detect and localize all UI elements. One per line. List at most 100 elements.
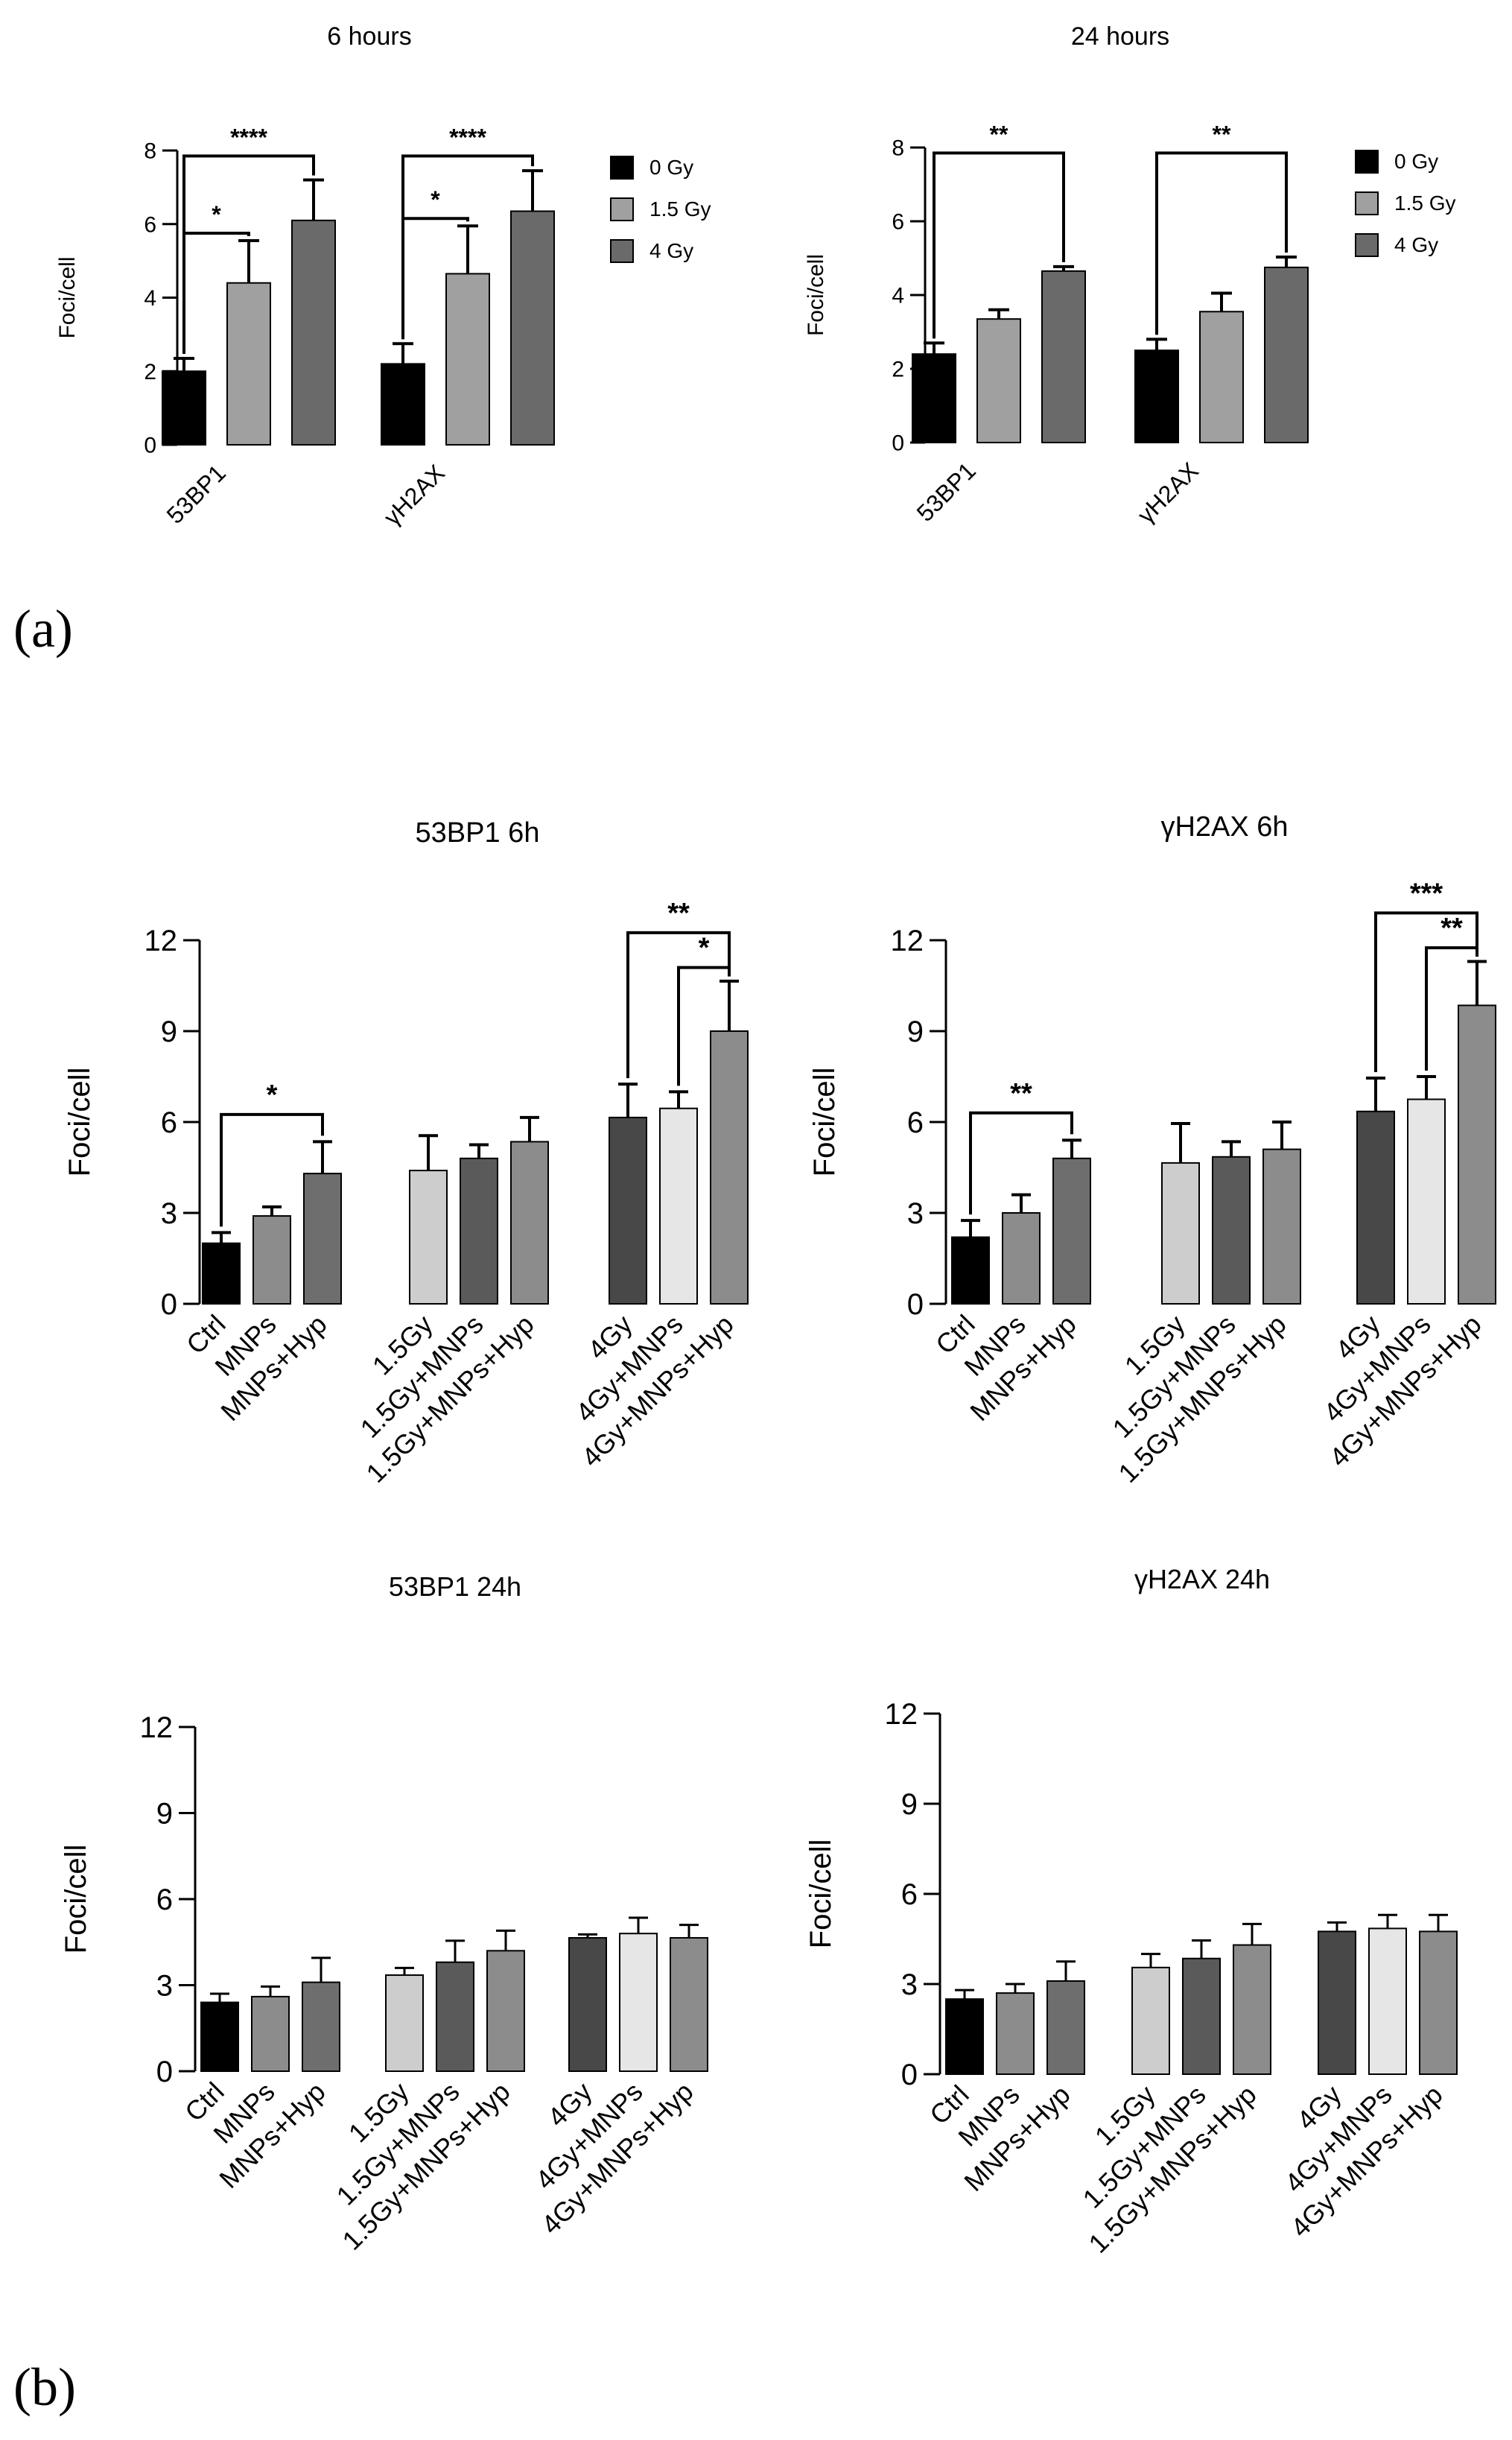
significance-bracket [626, 931, 731, 1079]
x-tick-label: 53BP1 [162, 459, 231, 528]
bar-4gy-mnps-hyp [710, 1030, 749, 1305]
bar-1-5gy-mnps [1212, 1156, 1251, 1305]
bar-4gy-mnps-hyp [1458, 1004, 1496, 1305]
y-tick-label: 4 [892, 284, 904, 308]
chart-b-53bp1-24h: 53BP1 24h036912Foci/cellCtrlMNPsMNPs+Hyp… [60, 1571, 708, 2256]
y-tick-label: 0 [161, 1288, 177, 1321]
bar-h2ax-4-gy [1264, 266, 1309, 443]
legend: 0 Gy 1.5 Gy 4 Gy [610, 156, 711, 263]
chart-title: 53BP1 6h [416, 817, 540, 849]
y-tick-label: 4 [144, 286, 156, 311]
y-axis-label: Foci/cell [808, 1068, 841, 1177]
bar-mnps-hyp [1046, 1980, 1085, 2075]
y-tick-label: 12 [140, 1711, 174, 1744]
significance-label: * [699, 933, 710, 964]
y-axis-label: Foci/cell [55, 256, 80, 338]
y-tick-label: 3 [161, 1197, 177, 1230]
legend-swatch [1355, 233, 1379, 257]
bar-4gy [1356, 1110, 1395, 1305]
chart-a-6h: 6 hours 0 2 4 6 8 Foci/cell 53BP1 γH2AX 0 Gy 1.5 G… [55, 22, 711, 530]
bar-1-5gy-mnps [1182, 1957, 1221, 2075]
chart-a-24h: 24 hours 0 2 4 6 8 Foci/cell 53BP1 γH2AX 0 Gy 1.5 … [804, 22, 1455, 528]
bar-h2ax-4-gy [510, 210, 555, 446]
legend-swatch [610, 197, 634, 221]
bar-4gy-mnps [1368, 1927, 1407, 2075]
bar-h2ax-1-5-gy [445, 273, 490, 446]
bar-mnps-hyp [1052, 1157, 1091, 1305]
y-axis-label: Foci/cell [804, 254, 828, 336]
significance-label: * [267, 1080, 278, 1111]
significance-label: ** [1213, 121, 1231, 148]
y-tick-label: 6 [892, 210, 904, 235]
y-tick-label: 9 [907, 1015, 924, 1048]
y-tick-label: 0 [907, 1288, 924, 1321]
panel-b-label: (b) [13, 2357, 76, 2417]
y-tick-label: 0 [144, 434, 156, 458]
y-tick-label: 9 [161, 1015, 177, 1048]
legend-swatch [1355, 150, 1379, 174]
y-axis-label: Foci/cell [60, 1845, 92, 1954]
bar-mnps [996, 1992, 1035, 2076]
bar-1-5gy [385, 1974, 424, 2072]
bar-1-5gy-mnps [436, 1961, 474, 2072]
bar-4gy-mnps-hyp [670, 1936, 708, 2073]
chart-title: γH2AX 6h [1160, 811, 1288, 843]
legend-label: 4 Gy [1394, 233, 1438, 256]
y-tick-label: 2 [144, 360, 156, 384]
x-tick-label: γH2AX [1132, 457, 1204, 528]
bar-1-5gy [1161, 1162, 1200, 1305]
bar-53bp1-4-gy [1041, 270, 1086, 444]
significance-bracket [401, 154, 534, 340]
y-tick-label: 3 [901, 1968, 918, 2001]
y-tick-label: 3 [156, 1970, 173, 2003]
bar-1-5gy [409, 1170, 448, 1305]
bar-mnps [251, 1995, 290, 2072]
legend-swatch [610, 156, 634, 180]
chart-title: 53BP1 24h [389, 1571, 521, 1602]
y-tick-label: 0 [892, 431, 904, 456]
bar-1-5gy-mnps-hyp [486, 1950, 525, 2073]
legend-label: 0 Gy [649, 156, 693, 179]
bar-h2ax-0-gy [381, 363, 425, 446]
bar-mnps [1002, 1212, 1041, 1305]
significance-label: *** [1410, 878, 1443, 909]
significance-bracket [969, 1111, 1073, 1215]
legend-label: 1.5 Gy [649, 197, 711, 221]
bar-53bp1-0-gy [912, 353, 956, 444]
y-tick-label: 9 [901, 1788, 918, 1821]
significance-bracket [1374, 911, 1478, 1073]
bar-1-5gy-mnps-hyp [510, 1141, 549, 1305]
legend-label: 0 Gy [1394, 150, 1438, 173]
bar-ctrl [200, 2001, 239, 2073]
bar-h2ax-1-5-gy [1199, 311, 1244, 443]
bar-1-5gy-mnps-hyp [1233, 1944, 1271, 2075]
significance-bracket [1155, 151, 1288, 335]
bar-1-5gy-mnps [460, 1157, 498, 1305]
y-tick-label: 6 [901, 1878, 918, 1911]
significance-label: ** [1010, 1078, 1032, 1109]
legend-swatch [610, 239, 634, 263]
significance-label: ** [667, 898, 690, 929]
y-tick-label: 9 [156, 1798, 173, 1831]
bar-mnps [252, 1215, 291, 1305]
bar-4gy-mnps [659, 1107, 698, 1305]
bar-4gy-mnps [1407, 1098, 1446, 1305]
significance-bracket [1425, 946, 1478, 1071]
legend-label: 4 Gy [649, 239, 693, 262]
significance-label: * [431, 186, 440, 213]
bar-mnps-hyp [302, 1981, 340, 2072]
bar-1-5gy-mnps-hyp [1262, 1148, 1301, 1305]
y-tick-label: 8 [892, 136, 904, 161]
bar-ctrl [945, 1998, 984, 2076]
significance-bracket [933, 151, 1065, 339]
significance-label: ** [990, 121, 1008, 148]
bar-53bp1-1-5-gy [976, 318, 1021, 443]
legend-swatch [1355, 191, 1379, 215]
significance-label: ** [1440, 913, 1463, 944]
bar-53bp1-1-5-gy [226, 282, 271, 446]
y-tick-label: 0 [156, 2056, 173, 2088]
y-tick-label: 8 [144, 139, 156, 164]
y-tick-label: 12 [891, 925, 924, 957]
